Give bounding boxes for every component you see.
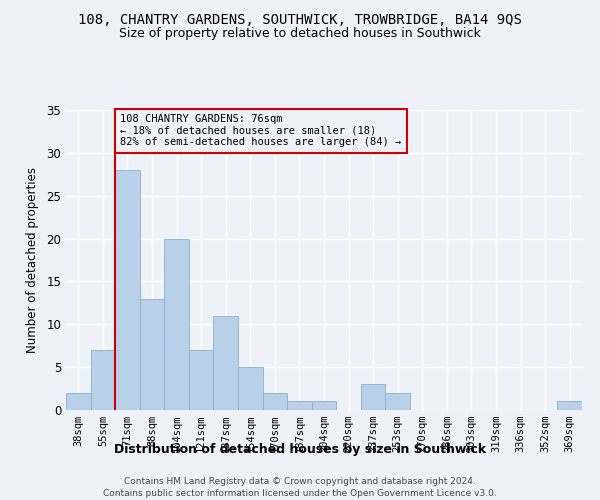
Text: 108, CHANTRY GARDENS, SOUTHWICK, TROWBRIDGE, BA14 9QS: 108, CHANTRY GARDENS, SOUTHWICK, TROWBRI… — [78, 12, 522, 26]
Bar — [557, 402, 582, 410]
Text: Distribution of detached houses by size in Southwick: Distribution of detached houses by size … — [114, 442, 486, 456]
Bar — [287, 402, 312, 410]
Bar — [189, 350, 214, 410]
Bar — [140, 298, 164, 410]
Bar — [91, 350, 115, 410]
Bar — [214, 316, 238, 410]
Bar — [385, 393, 410, 410]
Text: 108 CHANTRY GARDENS: 76sqm
← 18% of detached houses are smaller (18)
82% of semi: 108 CHANTRY GARDENS: 76sqm ← 18% of deta… — [120, 114, 401, 148]
Text: Contains public sector information licensed under the Open Government Licence v3: Contains public sector information licen… — [103, 489, 497, 498]
Y-axis label: Number of detached properties: Number of detached properties — [26, 167, 40, 353]
Bar — [238, 367, 263, 410]
Bar — [115, 170, 140, 410]
Bar — [312, 402, 336, 410]
Bar — [263, 393, 287, 410]
Text: Size of property relative to detached houses in Southwick: Size of property relative to detached ho… — [119, 28, 481, 40]
Text: Contains HM Land Registry data © Crown copyright and database right 2024.: Contains HM Land Registry data © Crown c… — [124, 478, 476, 486]
Bar — [164, 238, 189, 410]
Bar — [361, 384, 385, 410]
Bar — [66, 393, 91, 410]
